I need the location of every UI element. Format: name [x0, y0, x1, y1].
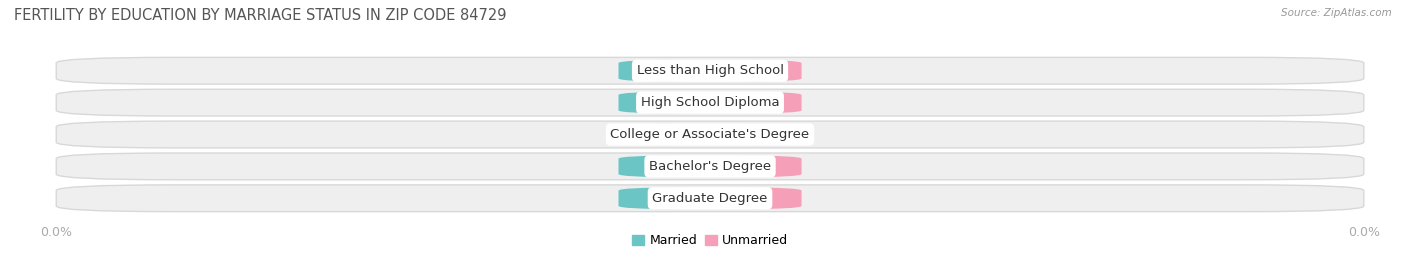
- Text: 0.0%: 0.0%: [740, 192, 772, 205]
- FancyBboxPatch shape: [56, 153, 1364, 180]
- Text: 0.0%: 0.0%: [740, 160, 772, 173]
- FancyBboxPatch shape: [710, 124, 801, 145]
- Text: 0.0%: 0.0%: [648, 192, 681, 205]
- Text: 0.0%: 0.0%: [648, 64, 681, 77]
- Text: 0.0%: 0.0%: [740, 128, 772, 141]
- FancyBboxPatch shape: [710, 155, 801, 177]
- Text: 0.0%: 0.0%: [648, 160, 681, 173]
- Text: FERTILITY BY EDUCATION BY MARRIAGE STATUS IN ZIP CODE 84729: FERTILITY BY EDUCATION BY MARRIAGE STATU…: [14, 8, 506, 23]
- FancyBboxPatch shape: [619, 124, 710, 145]
- Text: Graduate Degree: Graduate Degree: [652, 192, 768, 205]
- FancyBboxPatch shape: [56, 89, 1364, 116]
- FancyBboxPatch shape: [619, 92, 710, 114]
- Legend: Married, Unmarried: Married, Unmarried: [627, 229, 793, 252]
- FancyBboxPatch shape: [619, 155, 710, 177]
- FancyBboxPatch shape: [710, 60, 801, 82]
- Text: 0.0%: 0.0%: [648, 96, 681, 109]
- FancyBboxPatch shape: [56, 57, 1364, 84]
- FancyBboxPatch shape: [56, 185, 1364, 212]
- FancyBboxPatch shape: [710, 92, 801, 114]
- Text: 0.0%: 0.0%: [740, 64, 772, 77]
- Text: College or Associate's Degree: College or Associate's Degree: [610, 128, 810, 141]
- Text: Less than High School: Less than High School: [637, 64, 783, 77]
- FancyBboxPatch shape: [710, 187, 801, 209]
- Text: Bachelor's Degree: Bachelor's Degree: [650, 160, 770, 173]
- Text: High School Diploma: High School Diploma: [641, 96, 779, 109]
- Text: 0.0%: 0.0%: [648, 128, 681, 141]
- FancyBboxPatch shape: [56, 121, 1364, 148]
- Text: Source: ZipAtlas.com: Source: ZipAtlas.com: [1281, 8, 1392, 18]
- FancyBboxPatch shape: [619, 187, 710, 209]
- FancyBboxPatch shape: [619, 60, 710, 82]
- Text: 0.0%: 0.0%: [740, 96, 772, 109]
